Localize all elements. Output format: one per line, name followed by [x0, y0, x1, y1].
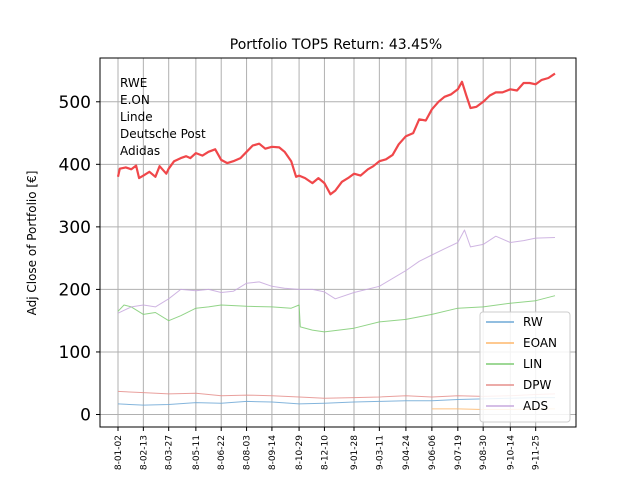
x-tick-label: 9-01-28: [350, 435, 360, 470]
legend-label: DPW: [523, 378, 551, 392]
x-tick-label: 9-08-30: [479, 435, 489, 470]
y-tick-label: 0: [80, 405, 91, 425]
x-tick-label: 8-05-11: [192, 435, 202, 470]
x-tick-label: 8-09-14: [268, 435, 278, 470]
y-tick-label: 400: [59, 155, 91, 175]
y-axis-label: Adj Close of Portfolio [€]: [25, 171, 39, 316]
x-tick-label: 8-10-29: [295, 435, 305, 470]
x-axis-ticks: 8-01-02 8-02-13 8-03-27 8-05-11 8-06-22 8-08-…: [114, 427, 542, 470]
legend-label: RW: [523, 315, 543, 329]
x-tick-label: 8-08-03: [243, 435, 253, 470]
x-tick-label: 9-11-25: [532, 435, 542, 470]
legend-label: EOAN: [523, 336, 557, 350]
annotation-line: RWE: [120, 76, 147, 90]
y-axis-ticks: 0 100 200 300 400 500: [59, 93, 100, 425]
x-tick-label: 8-03-27: [165, 435, 175, 470]
legend-label: ADS: [523, 399, 548, 413]
chart-title: Portfolio TOP5 Return: 43.45%: [230, 37, 442, 53]
y-tick-label: 200: [59, 280, 91, 300]
y-tick-label: 300: [59, 218, 91, 238]
x-tick-label: 8-02-13: [139, 435, 149, 470]
annotation-line: Deutsche Post: [120, 127, 206, 141]
legend-box: [479, 311, 571, 423]
y-tick-label: 100: [59, 343, 91, 363]
plot-frame: [99, 57, 577, 428]
series-line-lin: [117, 295, 556, 333]
x-tick-label: 9-07-19: [454, 435, 464, 470]
portfolio-composition-annotation: RWE E.ON Linde Deutsche Post Adidas: [120, 76, 206, 158]
x-tick-label: 8-06-22: [217, 435, 227, 470]
x-tick-label: 9-10-14: [506, 435, 516, 470]
series-line-ads: [117, 229, 556, 314]
y-tick-label: 500: [59, 93, 91, 113]
annotation-line: Linde: [120, 110, 153, 124]
x-tick-label: 9-06-06: [428, 435, 438, 470]
x-tick-label: 8-12-10: [320, 435, 330, 470]
annotation-line: Adidas: [120, 144, 160, 158]
legend: RW EOAN LIN DPW ADS: [479, 311, 571, 423]
x-tick-label: 8-01-02: [114, 435, 124, 470]
x-tick-label: 9-03-11: [375, 435, 385, 470]
annotation-line: E.ON: [120, 93, 150, 107]
x-tick-label: 9-04-24: [402, 435, 412, 470]
legend-label: LIN: [523, 357, 542, 371]
portfolio-line: [116, 72, 556, 196]
